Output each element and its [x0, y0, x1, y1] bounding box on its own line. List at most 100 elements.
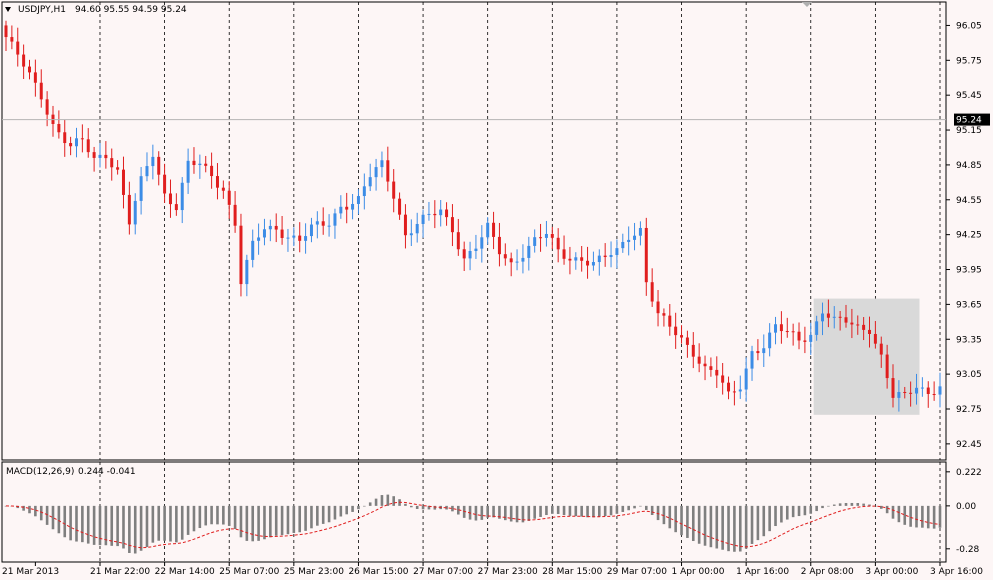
- price-tick-label: 93.95: [956, 266, 982, 276]
- macd-bar: [22, 505, 25, 511]
- candle-body: [885, 354, 889, 379]
- candle-body: [398, 198, 402, 215]
- macd-bar: [233, 505, 237, 530]
- macd-bar: [474, 505, 478, 521]
- candle-body: [744, 368, 748, 390]
- macd-bar: [104, 505, 108, 546]
- candle-body: [304, 236, 308, 241]
- candle: [192, 147, 196, 174]
- macd-bar: [269, 505, 272, 538]
- macd-bar: [16, 505, 20, 509]
- candle: [10, 25, 14, 50]
- candle: [315, 211, 319, 239]
- candle: [509, 252, 513, 277]
- candle-body: [421, 214, 425, 224]
- macd-bar: [310, 505, 313, 529]
- time-tick-label: 25 Mar 23:00: [284, 567, 344, 577]
- candle: [215, 163, 219, 200]
- candle: [685, 330, 689, 358]
- candle: [544, 220, 548, 247]
- candle: [627, 226, 631, 256]
- candle-body: [333, 213, 337, 226]
- macd-bar: [709, 505, 713, 548]
- macd-bar: [98, 505, 102, 546]
- candle-body: [227, 190, 231, 205]
- candle-body: [568, 258, 572, 261]
- macd-bar: [691, 505, 695, 542]
- candle-body: [186, 160, 190, 183]
- candle-body: [697, 356, 701, 364]
- candle-body: [345, 206, 349, 210]
- candle: [86, 128, 90, 158]
- candle-body: [339, 206, 343, 214]
- candle-body: [104, 154, 108, 159]
- candle: [333, 208, 337, 239]
- macd-bar: [39, 505, 43, 521]
- candle-body: [897, 391, 901, 398]
- macd-bar: [551, 505, 554, 514]
- candle: [74, 127, 78, 158]
- candle-body: [503, 254, 507, 259]
- candle-body: [492, 222, 496, 237]
- candle: [879, 336, 883, 368]
- macd-bar: [245, 505, 249, 541]
- candle-body: [439, 209, 443, 216]
- candle-body: [768, 332, 772, 349]
- macd-bar: [639, 505, 642, 507]
- candle: [615, 239, 619, 269]
- candle: [268, 219, 272, 242]
- macd-bar: [680, 505, 683, 536]
- candle-body: [903, 391, 907, 393]
- macd-grid: [99, 462, 941, 562]
- candle-body: [732, 391, 736, 393]
- candle-body: [544, 233, 548, 238]
- candle: [915, 373, 919, 405]
- scroll-marker-icon[interactable]: [802, 2, 812, 7]
- candle-body: [727, 382, 731, 392]
- candle-body: [862, 324, 866, 330]
- candle: [574, 252, 578, 270]
- candle-body: [803, 340, 807, 342]
- candle: [221, 180, 225, 199]
- macd-bar: [333, 505, 337, 520]
- macd-bar: [580, 505, 583, 517]
- candle-body: [691, 344, 695, 357]
- candle: [597, 249, 601, 276]
- main-price-panel[interactable]: 96.05 95.75 95.45 95.15 94.85 94.55 94.25 93.95…: [1, 1, 990, 461]
- candle-body: [703, 363, 707, 367]
- macd-bar: [92, 505, 96, 545]
- macd-panel[interactable]: 0.222 0.00 -0.28 MACD(12,26,9) 0.244 -0.04…: [1, 461, 982, 563]
- candle-body: [257, 237, 261, 241]
- price-tag-bg: [954, 113, 990, 126]
- candle-body: [168, 193, 172, 205]
- candle: [398, 192, 402, 220]
- candle: [227, 181, 231, 219]
- candle-body: [57, 123, 61, 133]
- macd-bar: [145, 505, 149, 548]
- macd-bar: [462, 505, 466, 518]
- candle: [732, 380, 736, 406]
- candle: [16, 27, 20, 67]
- candle-body: [638, 227, 642, 236]
- candle: [51, 105, 55, 137]
- candle: [63, 119, 67, 157]
- candle: [691, 332, 695, 369]
- macd-bar: [668, 505, 672, 529]
- macd-bar: [316, 505, 319, 526]
- macd-tick-label: -0.28: [956, 545, 980, 555]
- candle-body: [80, 138, 84, 140]
- candle-body: [239, 225, 243, 285]
- macd-signal-line: [5, 501, 941, 549]
- candle: [932, 381, 936, 401]
- candle: [674, 312, 678, 349]
- macd-bar: [86, 505, 90, 544]
- chevron-down-icon[interactable]: [5, 7, 11, 12]
- candle: [856, 315, 860, 335]
- candle-body: [450, 217, 454, 233]
- macd-bar: [169, 505, 172, 542]
- candle: [539, 223, 543, 252]
- macd-bar: [662, 505, 666, 525]
- candle: [168, 179, 172, 218]
- candle: [327, 214, 331, 237]
